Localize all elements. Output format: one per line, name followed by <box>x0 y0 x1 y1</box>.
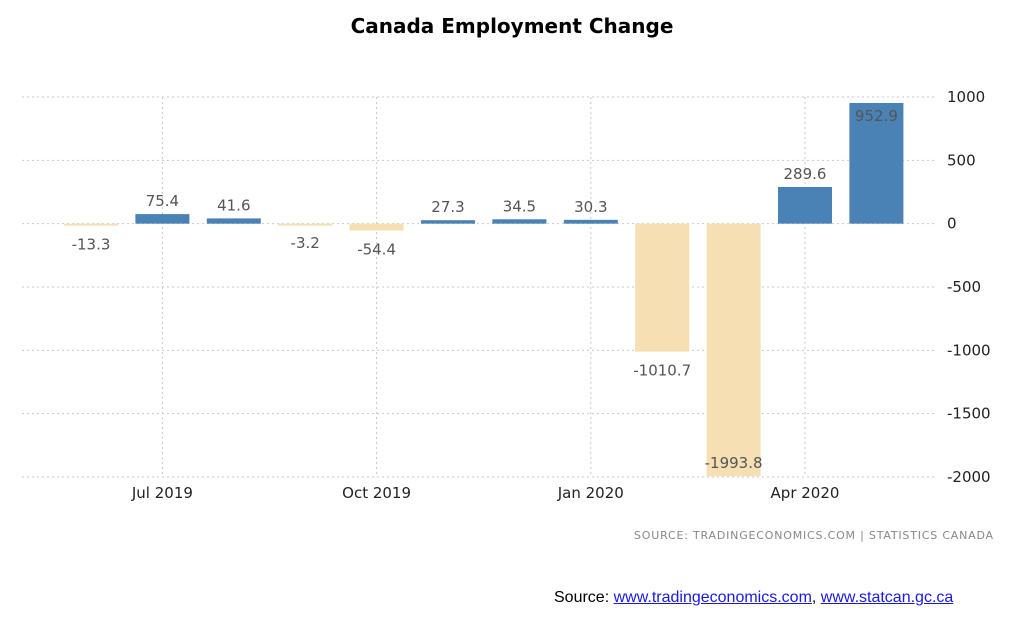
chart-source-note: SOURCE: TRADINGECONOMICS.COM | STATISTIC… <box>634 529 994 542</box>
data-labels: -13.3 75.4 41.6 -3.2 -54.4 27.3 34.5 30.3 -1010.… <box>72 107 898 472</box>
data-label: 75.4 <box>146 192 179 210</box>
data-label: -1993.8 <box>705 454 763 472</box>
bar <box>135 214 190 224</box>
data-label: 41.6 <box>217 196 250 214</box>
bar <box>206 218 261 224</box>
x-tick-label: Apr 2020 <box>771 484 840 502</box>
bar <box>849 102 904 224</box>
x-tick-label: Jul 2019 <box>131 484 193 502</box>
data-label: 27.3 <box>431 198 464 216</box>
statcan-link[interactable]: www.statcan.gc.ca <box>820 589 954 606</box>
bar <box>563 219 618 224</box>
source-separator: , <box>811 589 821 606</box>
bar <box>635 223 690 352</box>
data-label: 289.6 <box>784 165 827 183</box>
source-line: Source: www.tradingeconomics.com, www.st… <box>554 589 953 607</box>
x-tick-label: Oct 2019 <box>342 484 411 502</box>
bar <box>778 186 832 224</box>
bar <box>421 220 475 224</box>
y-tick-label: -1500 <box>947 405 991 423</box>
data-label: -1010.7 <box>633 362 691 380</box>
grid-lines <box>22 96 935 478</box>
bar <box>706 223 761 477</box>
bar <box>492 219 547 224</box>
bar <box>349 223 404 231</box>
data-label: -13.3 <box>72 235 111 253</box>
y-tick-label: -1000 <box>947 341 991 359</box>
y-tick-label: 1000 <box>947 88 985 106</box>
y-tick-label: 500 <box>947 151 976 169</box>
x-tick-label: Jan 2020 <box>557 484 624 502</box>
y-axis-ticks: 1000 500 0 -500 -1000 -1500 -2000 <box>947 88 991 486</box>
data-label: 30.3 <box>574 198 607 216</box>
y-tick-label: -2000 <box>947 468 991 486</box>
data-label: -54.4 <box>357 241 396 259</box>
y-tick-label: 0 <box>947 215 957 233</box>
bar <box>278 223 333 226</box>
data-label: -3.2 <box>291 234 320 252</box>
source-prefix: Source: <box>554 589 614 606</box>
bars <box>64 102 904 477</box>
y-tick-label: -500 <box>947 278 981 296</box>
data-label: 34.5 <box>503 197 536 215</box>
data-label: 952.9 <box>855 107 898 125</box>
tradingeconomics-link[interactable]: www.tradingeconomics.com <box>613 589 812 606</box>
chart-title: Canada Employment Change <box>350 14 674 38</box>
bar <box>64 223 118 226</box>
x-axis-ticks: Jul 2019 Oct 2019 Jan 2020 Apr 2020 <box>131 484 840 502</box>
